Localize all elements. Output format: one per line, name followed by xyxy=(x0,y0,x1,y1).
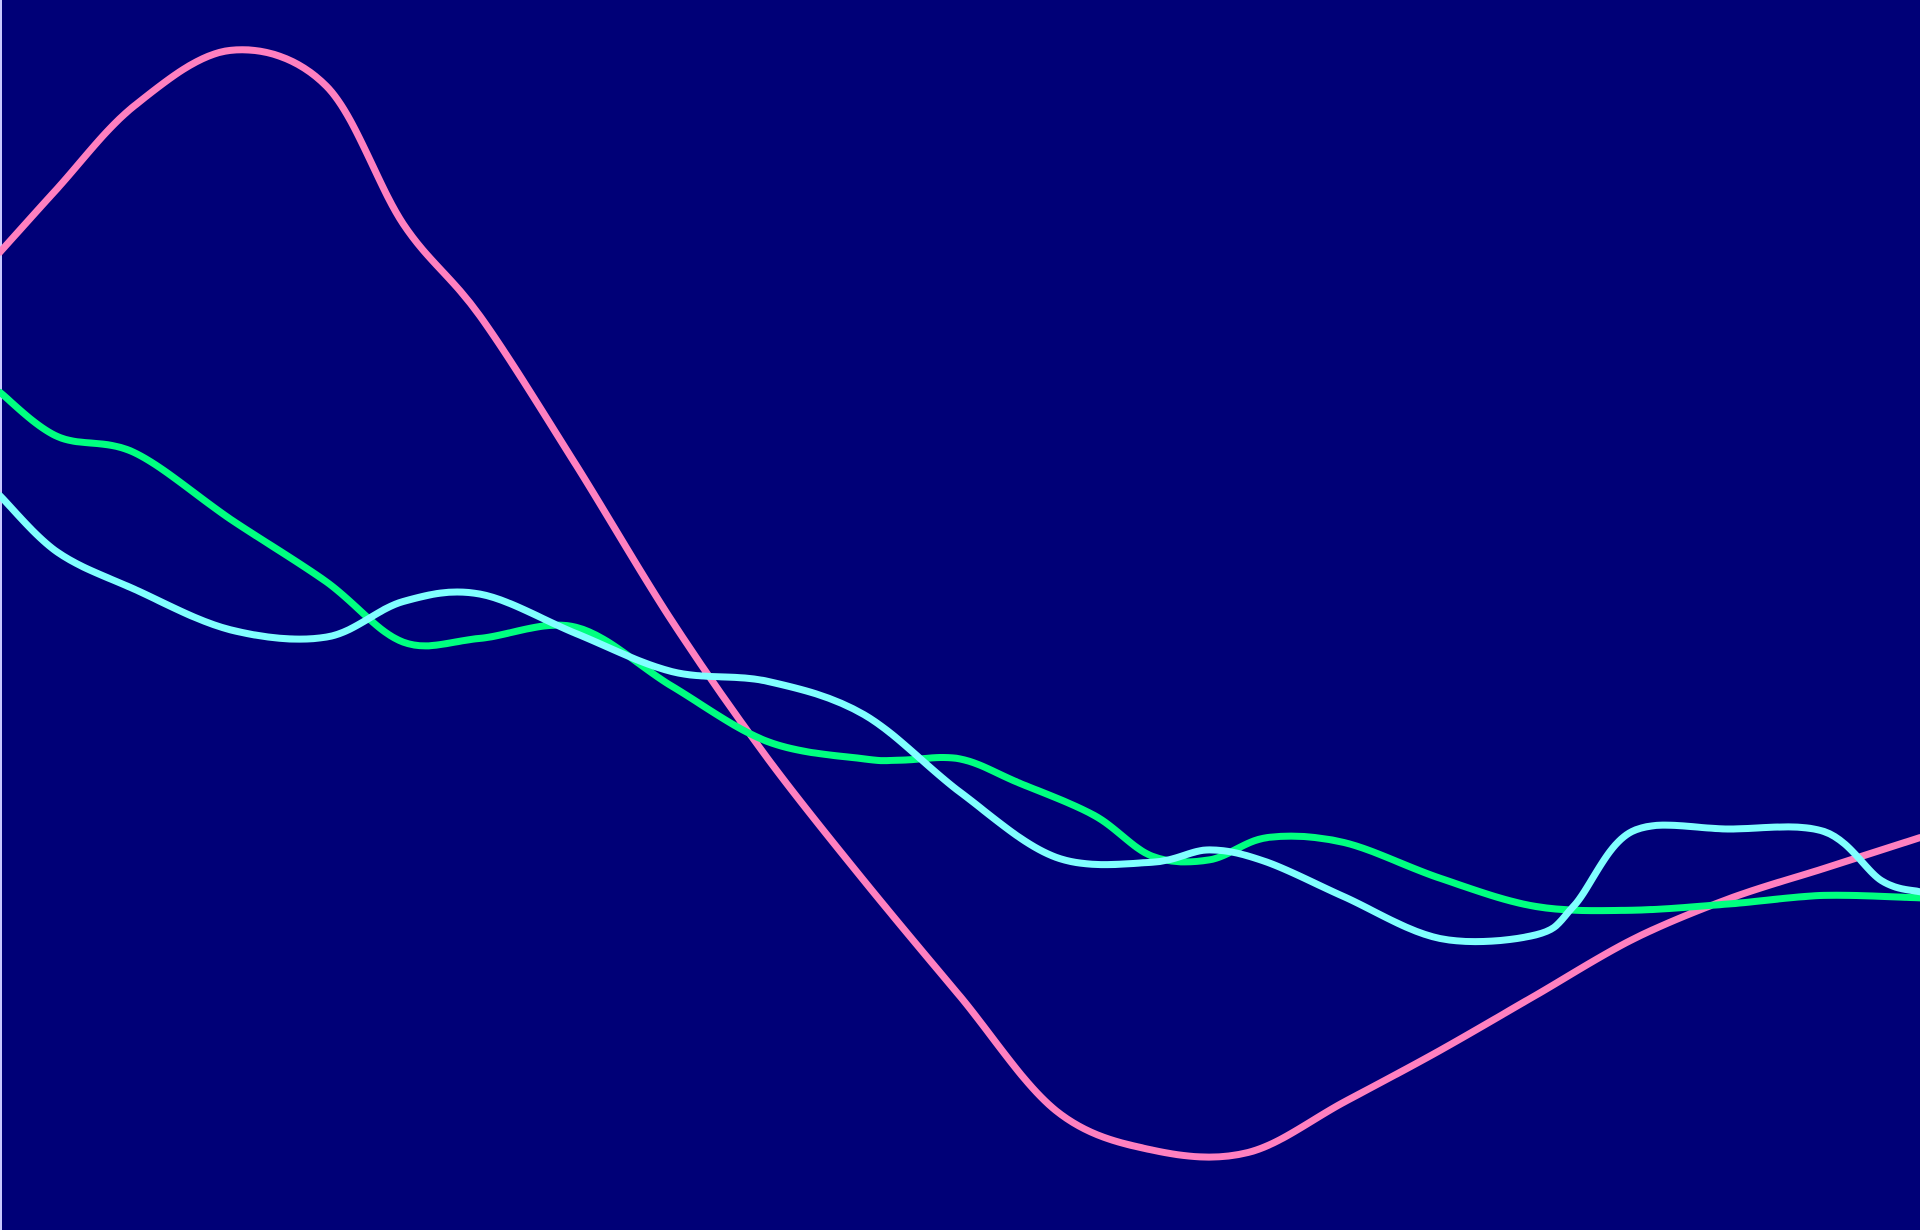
series-line-2 xyxy=(0,388,1920,915)
series-line-1 xyxy=(0,46,1920,1161)
series-line-3 xyxy=(0,492,1920,946)
series-layer xyxy=(0,46,1920,1161)
